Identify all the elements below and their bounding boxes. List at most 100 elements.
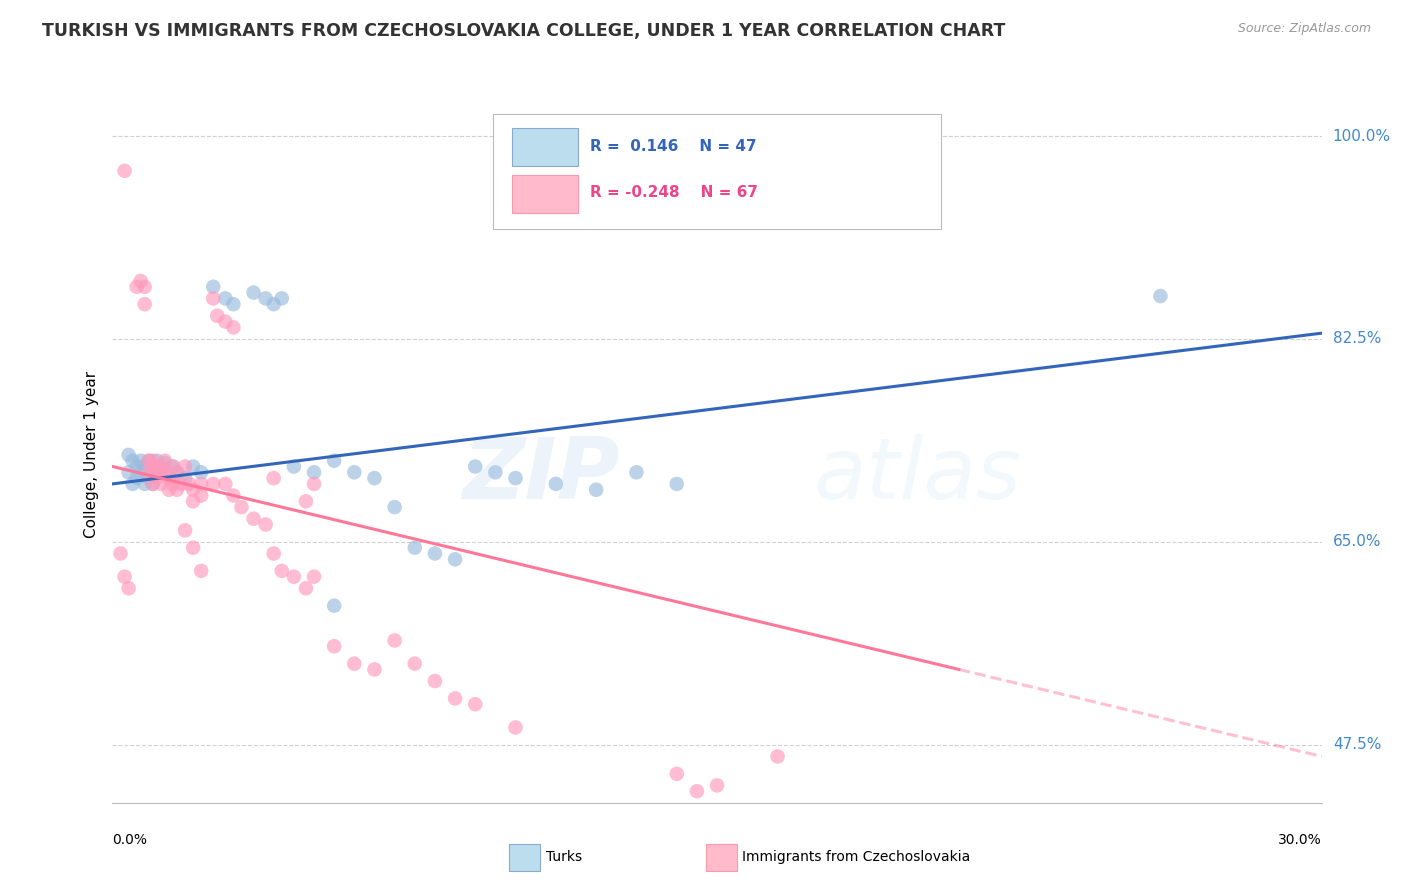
Point bbox=[153, 454, 176, 468]
Text: 65.0%: 65.0% bbox=[1333, 534, 1381, 549]
Point bbox=[323, 454, 346, 468]
Point bbox=[110, 546, 132, 561]
Point bbox=[323, 599, 346, 613]
Point bbox=[302, 466, 325, 480]
Point bbox=[222, 489, 245, 503]
Point bbox=[134, 297, 156, 311]
FancyBboxPatch shape bbox=[512, 175, 578, 213]
Point bbox=[146, 454, 169, 468]
Point bbox=[202, 291, 225, 305]
Text: 0.0%: 0.0% bbox=[112, 833, 148, 847]
Point bbox=[138, 466, 160, 480]
Text: Turks: Turks bbox=[546, 850, 582, 864]
Point bbox=[181, 459, 204, 474]
Point bbox=[129, 466, 152, 480]
Point bbox=[166, 466, 188, 480]
Text: TURKISH VS IMMIGRANTS FROM CZECHOSLOVAKIA COLLEGE, UNDER 1 YEAR CORRELATION CHAR: TURKISH VS IMMIGRANTS FROM CZECHOSLOVAKI… bbox=[42, 22, 1005, 40]
Point bbox=[121, 477, 143, 491]
Point bbox=[166, 483, 188, 497]
Point bbox=[142, 477, 165, 491]
Point bbox=[263, 471, 285, 485]
Text: 47.5%: 47.5% bbox=[1333, 738, 1381, 752]
Point bbox=[686, 784, 709, 798]
Point bbox=[134, 459, 156, 474]
Point bbox=[242, 511, 264, 525]
Point bbox=[153, 456, 176, 470]
Point bbox=[363, 662, 385, 677]
Point bbox=[231, 500, 253, 514]
Point bbox=[464, 698, 486, 712]
Point bbox=[222, 320, 245, 334]
Point bbox=[343, 657, 366, 671]
Point bbox=[270, 564, 292, 578]
Point bbox=[181, 483, 204, 497]
Point bbox=[125, 459, 148, 474]
Point bbox=[142, 454, 165, 468]
Point bbox=[444, 691, 467, 706]
Point bbox=[214, 291, 236, 305]
Point bbox=[202, 477, 225, 491]
Point bbox=[138, 454, 160, 468]
Point bbox=[484, 466, 506, 480]
Text: R = -0.248    N = 67: R = -0.248 N = 67 bbox=[591, 186, 758, 200]
Text: 82.5%: 82.5% bbox=[1333, 332, 1381, 346]
Point bbox=[254, 291, 277, 305]
FancyBboxPatch shape bbox=[512, 128, 578, 166]
Point bbox=[404, 541, 426, 555]
Point bbox=[134, 477, 156, 491]
Point bbox=[222, 297, 245, 311]
Text: ZIP: ZIP bbox=[463, 434, 620, 517]
Point bbox=[343, 466, 366, 480]
Point bbox=[423, 546, 446, 561]
Point bbox=[384, 633, 406, 648]
Point bbox=[665, 477, 688, 491]
FancyBboxPatch shape bbox=[494, 114, 941, 229]
Point bbox=[190, 477, 212, 491]
Point bbox=[129, 274, 152, 288]
Point bbox=[146, 471, 169, 485]
Point bbox=[146, 459, 169, 474]
Point bbox=[174, 471, 197, 485]
Point bbox=[263, 546, 285, 561]
Point bbox=[202, 280, 225, 294]
Point bbox=[153, 466, 176, 480]
Point bbox=[270, 291, 292, 305]
Point bbox=[544, 477, 567, 491]
Point bbox=[295, 582, 318, 596]
Point bbox=[177, 477, 200, 491]
Point bbox=[134, 280, 156, 294]
Point bbox=[323, 639, 346, 653]
Point bbox=[207, 309, 229, 323]
Point bbox=[162, 459, 184, 474]
Point bbox=[121, 454, 143, 468]
Point bbox=[170, 477, 193, 491]
Point bbox=[263, 297, 285, 311]
Point bbox=[174, 459, 197, 474]
Point bbox=[117, 466, 139, 480]
Point bbox=[706, 778, 728, 793]
Y-axis label: College, Under 1 year: College, Under 1 year bbox=[83, 371, 98, 539]
Point bbox=[157, 471, 180, 485]
Point bbox=[114, 164, 136, 178]
Point bbox=[283, 570, 305, 584]
Point bbox=[181, 541, 204, 555]
Point bbox=[626, 466, 648, 480]
Point bbox=[384, 500, 406, 514]
Point bbox=[166, 466, 188, 480]
Point bbox=[190, 466, 212, 480]
Point bbox=[129, 454, 152, 468]
Point bbox=[142, 459, 165, 474]
Point bbox=[464, 459, 486, 474]
Text: 100.0%: 100.0% bbox=[1333, 128, 1391, 144]
Point bbox=[138, 471, 160, 485]
Point bbox=[142, 459, 165, 474]
Point bbox=[190, 564, 212, 578]
Point bbox=[242, 285, 264, 300]
Point bbox=[190, 489, 212, 503]
Point bbox=[162, 459, 184, 474]
Point bbox=[149, 477, 172, 491]
Point bbox=[423, 674, 446, 689]
Point bbox=[149, 466, 172, 480]
Text: Immigrants from Czechoslovakia: Immigrants from Czechoslovakia bbox=[742, 850, 970, 864]
Text: R =  0.146    N = 47: R = 0.146 N = 47 bbox=[591, 139, 756, 154]
